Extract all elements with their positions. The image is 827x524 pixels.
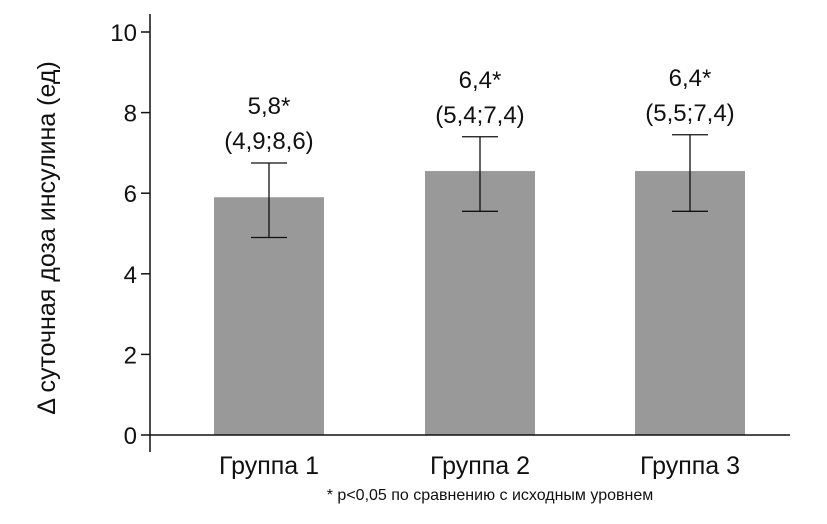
footnote: * p<0,05 по сравнению с исходным уровнем [327, 487, 653, 504]
y-tick-label: 10 [110, 20, 137, 47]
range-label: (4,9;8,6) [224, 128, 313, 155]
y-axis-ticks: 0 2 4 6 8 10 [110, 20, 150, 450]
y-tick-label: 0 [124, 423, 137, 450]
y-tick-label: 2 [124, 342, 137, 369]
bar [635, 171, 745, 435]
range-label: (5,4;7,4) [435, 102, 524, 129]
category-label: Группа 2 [430, 452, 530, 480]
value-label: 5,8* [248, 93, 291, 120]
y-tick-label: 6 [124, 181, 137, 208]
bars-group [214, 171, 745, 435]
bar [425, 171, 535, 435]
value-label: 6,4* [459, 67, 502, 94]
category-label: Группа 1 [219, 452, 319, 480]
y-tick-label: 4 [124, 262, 137, 289]
y-axis-label: Δ суточная доза инсулина (ед) [33, 61, 61, 415]
value-label: 6,4* [669, 65, 712, 92]
y-tick-label: 8 [124, 101, 137, 128]
data-labels-group: 5,8* (4,9;8,6) 6,4* (5,4;7,4) 6,4* (5,5;7,4) [224, 65, 734, 155]
category-labels-group: Группа 1 Группа 2 Группа 3 [219, 452, 740, 480]
error-bars-group [251, 134, 708, 239]
category-label: Группа 3 [640, 452, 740, 480]
range-label: (5,5;7,4) [645, 100, 734, 127]
